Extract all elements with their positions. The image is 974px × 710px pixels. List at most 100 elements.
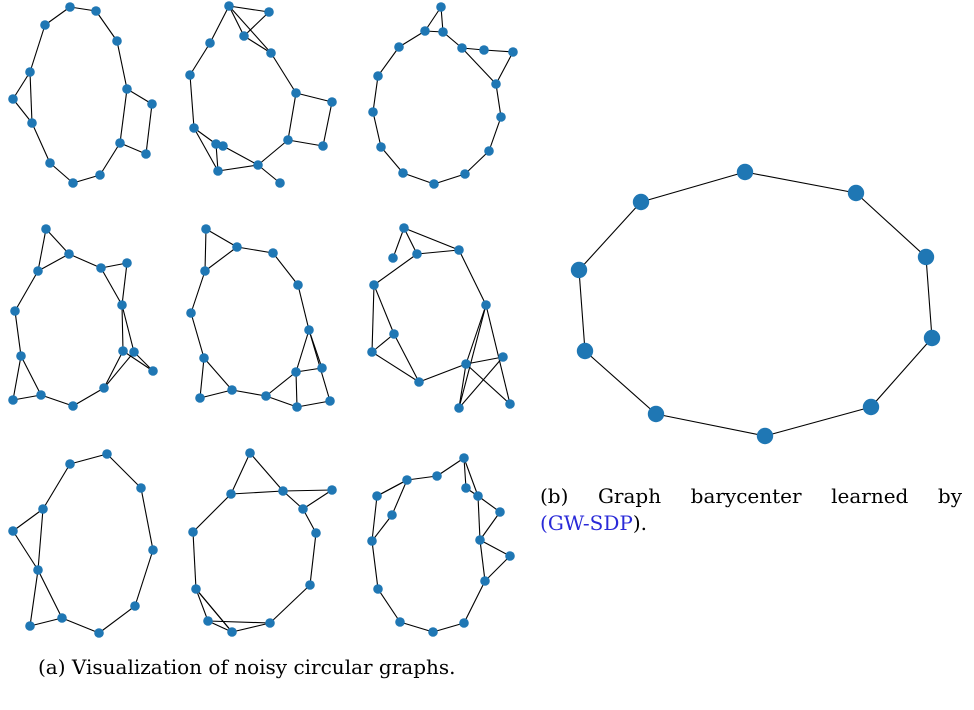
- graph-edge: [193, 127, 219, 172]
- graph-edge: [116, 40, 128, 90]
- graph-node: [224, 1, 234, 11]
- graph-edge: [465, 304, 487, 365]
- graph-edge: [433, 173, 466, 185]
- caption-b-word: Graph: [597, 484, 662, 508]
- graph-node: [460, 169, 470, 179]
- caption-a: (a) Visualization of noisy circular grap…: [38, 655, 456, 679]
- graph-node: [317, 363, 327, 373]
- graph-edge: [436, 457, 465, 477]
- graph-edge: [640, 171, 746, 203]
- graph-edge: [463, 580, 486, 624]
- graph-edge: [309, 532, 317, 586]
- graph-node: [275, 178, 285, 188]
- graph-edge: [377, 46, 400, 77]
- noisy-graph-8: [188, 448, 337, 637]
- graph-node: [200, 266, 210, 276]
- graph-node: [148, 366, 158, 376]
- graph-node: [576, 342, 594, 360]
- graph-node: [475, 535, 485, 545]
- graph-edge: [287, 92, 297, 141]
- graph-node: [8, 526, 18, 536]
- graph-edge: [479, 511, 501, 541]
- citation-paren-open: (: [540, 511, 548, 535]
- graph-node: [268, 248, 278, 258]
- graph-edge: [121, 262, 128, 306]
- graph-edge: [424, 6, 442, 32]
- caption-b-word: barycenter: [690, 484, 802, 508]
- graph-edge: [230, 490, 284, 495]
- graph-edge: [272, 252, 299, 286]
- graph-edge: [458, 304, 487, 409]
- graph-edge: [406, 475, 438, 481]
- graph-node: [91, 6, 101, 16]
- graph-edge: [37, 228, 47, 272]
- graph-edge: [479, 539, 486, 582]
- graph-edge: [44, 6, 71, 26]
- graph-node: [473, 491, 483, 501]
- graph-node: [457, 43, 467, 53]
- graph-node: [325, 396, 335, 406]
- graph-edge: [204, 228, 207, 272]
- graph-node: [68, 178, 78, 188]
- citation-link-gw-sdp[interactable]: GW-SDP: [547, 511, 633, 535]
- graph-node: [96, 263, 106, 273]
- graph-edge: [145, 103, 153, 155]
- graph-edge: [463, 457, 479, 497]
- graph-edge: [458, 356, 504, 409]
- graph-edge: [29, 24, 46, 73]
- graph-edge: [465, 363, 511, 405]
- graph-node: [57, 613, 67, 623]
- noisy-graph-9: [367, 453, 515, 637]
- graph-node: [195, 393, 205, 403]
- graph-edge: [297, 284, 310, 331]
- graph-edge: [37, 253, 70, 272]
- graph-node: [304, 325, 314, 335]
- graph-node: [327, 97, 337, 107]
- graph-node: [189, 123, 199, 133]
- graph-edge: [12, 98, 33, 124]
- graph-edge: [399, 621, 434, 633]
- graph-node: [283, 135, 293, 145]
- graph-edge: [483, 49, 514, 53]
- graph-node: [414, 377, 424, 387]
- graph-edge: [42, 463, 71, 510]
- graph-node: [298, 504, 308, 514]
- graph-node: [402, 475, 412, 485]
- graph-edge: [484, 555, 511, 582]
- graph-node: [188, 527, 198, 537]
- graph-edge: [31, 122, 51, 164]
- caption-b-line1: (b) Graph barycenter learned by: [540, 483, 962, 510]
- graph-node: [420, 26, 430, 36]
- graph-edge: [461, 47, 497, 85]
- graph-edge: [403, 227, 418, 255]
- graph-edge: [377, 588, 401, 623]
- graph-edge: [302, 489, 333, 510]
- graph-edge: [195, 588, 233, 633]
- graph-edge: [12, 530, 39, 571]
- graph-node: [917, 248, 935, 266]
- graph-node: [496, 112, 506, 122]
- graph-edge: [287, 139, 324, 147]
- noisy-graph-1: [8, 2, 157, 188]
- graph-edge: [371, 514, 393, 542]
- graph-node: [112, 36, 122, 46]
- graph-node: [115, 138, 125, 148]
- graph-node: [264, 7, 274, 17]
- graph-node: [226, 489, 236, 499]
- graph-edge: [373, 253, 418, 286]
- graph-edge: [236, 246, 274, 254]
- graph-node: [395, 617, 405, 627]
- graph-node: [186, 308, 196, 318]
- graph-edge: [231, 622, 271, 633]
- graph-edge: [925, 256, 933, 339]
- graph-edge: [140, 487, 154, 551]
- graph-node: [253, 160, 263, 170]
- graph-node: [505, 399, 515, 409]
- graph-edge: [458, 249, 487, 306]
- graph-node: [102, 449, 112, 459]
- noisy-graph-7: [8, 449, 158, 638]
- graph-edge: [372, 75, 379, 113]
- graph-edge: [371, 495, 378, 542]
- graph-node: [8, 395, 18, 405]
- graph-edge: [192, 493, 232, 533]
